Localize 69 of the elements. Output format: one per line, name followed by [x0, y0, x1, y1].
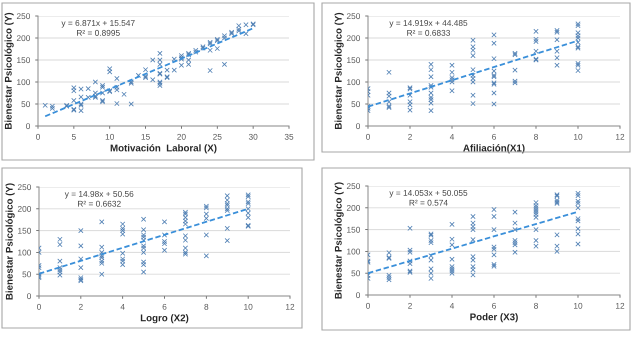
y-tick-label: 50	[351, 270, 360, 276]
x-tick-label: 10	[574, 302, 582, 309]
annotation: R² = 0.574	[410, 200, 448, 206]
x-tick-label: 8	[534, 302, 538, 309]
x-tick-label: 12	[286, 304, 294, 310]
annotation: R² = 0.8995	[77, 30, 120, 36]
x-tick-label: 4	[450, 134, 454, 140]
annotation: y = 14.98x + 50.56	[64, 190, 134, 199]
x-tick-label: 15	[142, 134, 150, 140]
y-tick-label: 0	[356, 292, 360, 298]
x-axis-title: Poder (X3)	[470, 313, 518, 322]
y-tick-label: 50	[22, 271, 32, 278]
annotation: y = 6.871x + 15.547	[61, 20, 135, 28]
x-tick-label: 0	[36, 134, 40, 140]
y-tick-label: 150	[17, 57, 30, 64]
x-tick-label: 8	[204, 304, 208, 310]
x-tick-label: 0	[366, 302, 370, 309]
annotation: R² = 0.6833	[407, 30, 450, 36]
x-axis-title: Motivación Laboral (X)	[110, 144, 216, 154]
x-tick-label: 10	[574, 134, 582, 140]
x-tick-label: 2	[408, 134, 412, 140]
x-tick-label: 35	[284, 134, 294, 140]
y-tick-label: 150	[18, 228, 32, 234]
x-tick-label: 12	[616, 134, 624, 140]
y-tick-label: 200	[16, 35, 30, 42]
x-tick-label: 0	[37, 304, 41, 310]
y-tick-label: 100	[347, 248, 360, 254]
annotation: R² = 0.6632	[78, 200, 121, 207]
x-tick-label: 4	[120, 304, 125, 310]
y-axis-title: Bienestar Psicológico (Y)	[5, 183, 15, 300]
y-tick-label: 250	[16, 13, 30, 20]
y-tick-label: 100	[17, 79, 30, 86]
x-tick-label: 5	[72, 134, 76, 140]
x-axis-title: Logro (X2)	[140, 314, 188, 324]
y-tick-label: 200	[18, 206, 32, 212]
y-tick-label: 0	[26, 123, 30, 130]
x-tick-label: 4	[450, 302, 454, 309]
y-tick-label: 150	[347, 226, 360, 233]
x-tick-label: 0	[366, 134, 370, 140]
y-tick-label: 150	[347, 57, 360, 64]
y-tick-label: 0	[27, 293, 32, 300]
y-axis-title: Bienestar Psicológico (Y)	[4, 12, 14, 129]
x-tick-label: 12	[616, 302, 624, 309]
x-tick-label: 10	[244, 304, 252, 310]
annotation: y = 14.919x + 44.485	[389, 20, 468, 28]
y-tick-label: 250	[18, 184, 32, 190]
y-tick-label: 200	[346, 205, 360, 211]
x-axis-title: Afiliación(X1)	[463, 144, 525, 154]
y-tick-label: 250	[346, 13, 360, 20]
y-tick-label: 50	[21, 101, 30, 108]
y-axis-title: Bienestar Psicológico (Y)	[334, 182, 344, 298]
x-tick-label: 25	[213, 134, 222, 140]
y-tick-label: 50	[351, 101, 360, 108]
x-tick-label: 30	[248, 134, 258, 140]
y-tick-label: 250	[346, 183, 360, 190]
x-tick-label: 6	[162, 304, 166, 310]
y-tick-label: 0	[356, 123, 360, 130]
x-tick-label: 2	[78, 304, 83, 310]
y-tick-label: 100	[18, 250, 32, 256]
y-tick-label: 200	[346, 35, 360, 42]
x-tick-label: 2	[408, 302, 412, 309]
y-tick-label: 100	[347, 79, 360, 86]
x-tick-label: 6	[492, 302, 496, 309]
x-tick-label: 20	[177, 134, 186, 140]
x-tick-label: 10	[106, 134, 114, 140]
y-axis-title: Bienestar Psicológico (Y)	[334, 12, 344, 129]
annotation: y = 14.053x + 50.055	[389, 190, 468, 198]
x-tick-label: 6	[492, 134, 496, 140]
x-tick-label: 8	[534, 134, 538, 140]
